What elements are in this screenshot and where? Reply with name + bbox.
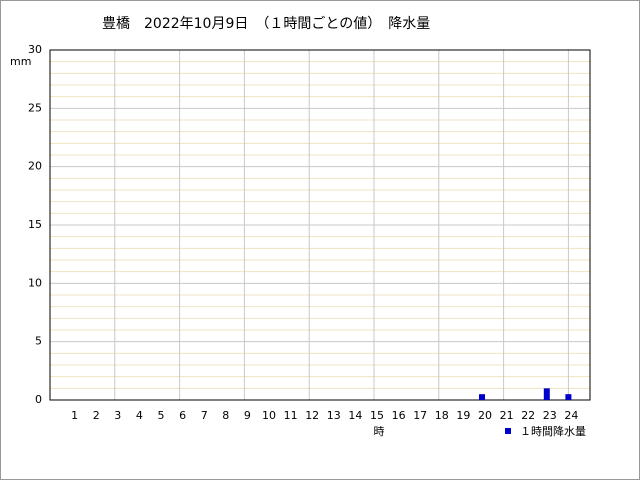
- x-tick-label: 11: [284, 409, 298, 422]
- y-tick-label: 5: [35, 335, 42, 348]
- x-axis-label: 時: [374, 425, 385, 438]
- x-tick-label: 13: [327, 409, 341, 422]
- x-tick-label: 2: [93, 409, 100, 422]
- x-tick-label: 8: [222, 409, 229, 422]
- x-tick-label: 16: [392, 409, 406, 422]
- legend-label: １時間降水量: [520, 424, 586, 438]
- legend-swatch: [505, 428, 511, 434]
- x-tick-label: 21: [500, 409, 514, 422]
- chart-title: 豊橋 2022年10月9日 （１時間ごとの値） 降水量: [102, 16, 430, 32]
- x-tick-label: 20: [478, 409, 492, 422]
- y-tick-label: 30: [28, 43, 42, 56]
- x-tick-label: 24: [564, 409, 578, 422]
- y-tick-label: 15: [28, 218, 42, 231]
- x-tick-label: 22: [521, 409, 535, 422]
- x-tick-label: 5: [158, 409, 165, 422]
- x-tick-label: 17: [413, 409, 427, 422]
- bar: [565, 394, 572, 400]
- plot-border: [49, 49, 591, 401]
- x-tick-label: 18: [435, 409, 449, 422]
- x-tick-label: 4: [136, 409, 143, 422]
- bar: [543, 388, 550, 400]
- x-tick-label: 12: [305, 409, 319, 422]
- x-tick-label: 7: [201, 409, 208, 422]
- x-tick-label: 1: [71, 409, 78, 422]
- x-tick-label: 15: [370, 409, 384, 422]
- x-tick-label: 14: [348, 409, 362, 422]
- y-tick-label: 0: [35, 393, 42, 406]
- y-tick-label: 10: [28, 276, 42, 289]
- x-tick-label: 6: [179, 409, 186, 422]
- y-tick-label: 20: [28, 160, 42, 173]
- y-axis-label: mm: [10, 55, 31, 68]
- x-tick-label: 19: [456, 409, 470, 422]
- bar: [479, 394, 485, 400]
- x-tick-label: 23: [543, 409, 557, 422]
- x-tick-label: 10: [262, 409, 276, 422]
- y-tick-label: 25: [28, 101, 42, 114]
- x-tick-label: 3: [114, 409, 121, 422]
- x-tick-label: 9: [244, 409, 251, 422]
